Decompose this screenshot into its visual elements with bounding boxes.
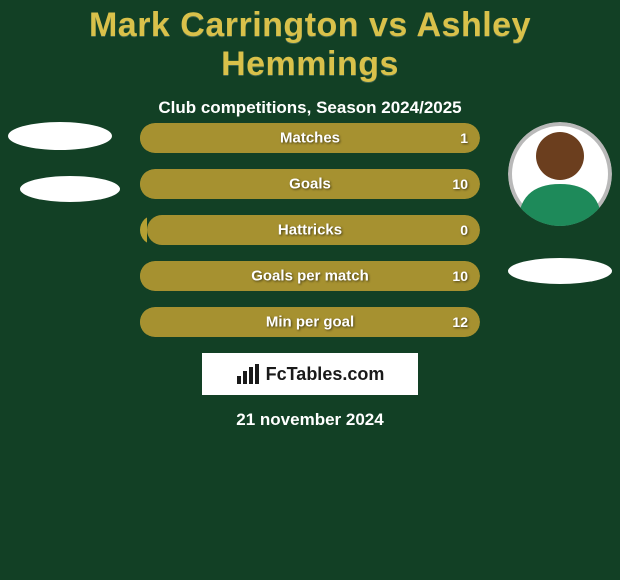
stat-row: Goals per match 10 bbox=[140, 261, 480, 291]
stat-row: Matches 1 bbox=[140, 123, 480, 153]
stat-value-right: 10 bbox=[452, 176, 468, 192]
date-text: 21 november 2024 bbox=[0, 410, 620, 430]
stat-label: Matches bbox=[280, 130, 340, 147]
chart-bars-icon bbox=[236, 364, 260, 384]
stat-row: Goals 10 bbox=[140, 169, 480, 199]
decorative-oval bbox=[8, 122, 112, 150]
brand-badge: FcTables.com bbox=[202, 353, 418, 395]
page-title: Mark Carrington vs Ashley Hemmings bbox=[0, 6, 620, 84]
stat-row: Hattricks 0 bbox=[140, 215, 480, 245]
stat-label: Hattricks bbox=[278, 222, 342, 239]
stat-row: Min per goal 12 bbox=[140, 307, 480, 337]
stat-value-right: 12 bbox=[452, 314, 468, 330]
stat-label: Min per goal bbox=[266, 314, 354, 331]
stat-value-right: 10 bbox=[452, 268, 468, 284]
avatar-icon bbox=[508, 122, 612, 226]
stat-label: Goals bbox=[289, 176, 331, 193]
decorative-oval bbox=[508, 258, 612, 284]
comparison-card: Mark Carrington vs Ashley Hemmings Club … bbox=[0, 0, 620, 580]
brand-text: FcTables.com bbox=[266, 364, 385, 385]
decorative-oval bbox=[20, 176, 120, 202]
player-right-avatar bbox=[508, 122, 612, 226]
stat-label: Goals per match bbox=[251, 268, 369, 285]
stat-value-right: 1 bbox=[460, 130, 468, 146]
stat-bars: Matches 1 Goals 10 Hattricks 0 Goals per match… bbox=[140, 123, 480, 353]
stat-value-right: 0 bbox=[460, 222, 468, 238]
subtitle: Club competitions, Season 2024/2025 bbox=[0, 98, 620, 118]
stat-bar-left bbox=[140, 215, 147, 245]
